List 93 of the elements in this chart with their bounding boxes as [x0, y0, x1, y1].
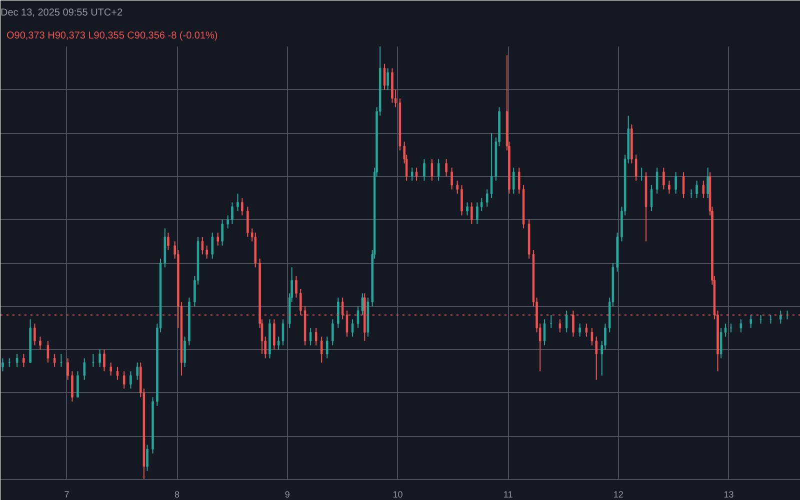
candlestick	[383, 63, 386, 90]
candlestick	[34, 323, 36, 346]
candlestick	[66, 358, 69, 380]
candlestick	[314, 327, 318, 346]
candlestick	[71, 370, 74, 402]
candlestick	[361, 292, 364, 316]
candlestick	[740, 318, 742, 333]
candlestick	[702, 180, 705, 199]
candlestick	[83, 358, 86, 380]
candlestick	[720, 327, 722, 359]
text: O90,373 H90,373 L90,355 C90,356 -8 (-0.01%)	[6, 30, 218, 42]
candlestick	[486, 188, 488, 208]
candlestick	[277, 336, 280, 350]
candlestick	[415, 167, 418, 182]
candlestick	[470, 202, 473, 225]
candlestick	[332, 318, 334, 346]
candlestick	[518, 167, 520, 194]
candlestick	[430, 158, 434, 182]
candlestick	[543, 318, 546, 346]
candlestick	[309, 327, 312, 346]
candlestick	[565, 310, 568, 333]
candlestick	[2, 358, 4, 372]
candlestick	[246, 206, 249, 238]
candlestick	[476, 202, 478, 225]
candlestick	[437, 158, 440, 182]
candlestick	[236, 193, 239, 212]
x-tick-label: 10	[392, 490, 403, 500]
candlestick	[585, 323, 588, 338]
candlestick	[480, 198, 483, 212]
candlestick	[226, 214, 229, 229]
candlestick	[206, 245, 208, 260]
chart-title: Dec 13, 2025 09:55 UTC+2	[0, 8, 123, 18]
candlestick	[724, 323, 727, 338]
candlestick	[337, 297, 340, 328]
candlestick	[110, 362, 112, 376]
candlestick	[423, 158, 426, 182]
x-tick-label: 12	[613, 490, 624, 500]
candlestick	[103, 349, 106, 372]
candlestick	[116, 366, 119, 380]
x-tick-label: 9	[284, 490, 290, 500]
candlestick	[730, 323, 732, 333]
candlestick	[273, 318, 276, 350]
candlestick	[656, 167, 658, 194]
candlestick	[22, 353, 25, 368]
candlestick	[146, 444, 148, 472]
candlestick	[130, 370, 132, 390]
candlestick	[241, 198, 244, 216]
candlestick	[98, 349, 101, 368]
candlestick	[634, 154, 638, 182]
x-tick-label: 8	[174, 490, 180, 500]
candlestick	[46, 340, 50, 364]
candlestick	[558, 318, 562, 333]
candlestick	[578, 323, 581, 338]
candlestick	[122, 370, 126, 390]
x-tick-label: 13	[724, 490, 734, 500]
candlestick	[184, 336, 186, 368]
x-tick-label: 11	[503, 490, 513, 500]
candlestick	[456, 180, 458, 194]
candlestick	[295, 275, 298, 298]
candlestick	[76, 370, 79, 398]
candlestick	[386, 68, 389, 90]
candlestick	[211, 232, 214, 260]
candlestick	[595, 336, 598, 380]
candlestick	[167, 232, 170, 251]
candlestick	[326, 336, 328, 359]
candlestick	[410, 167, 414, 182]
candlestick	[750, 314, 752, 328]
candlestick	[696, 180, 698, 199]
candlestick	[39, 336, 42, 350]
candlestick	[445, 158, 448, 177]
candlestick	[668, 180, 670, 194]
candlestick	[53, 353, 56, 368]
candlestick	[466, 202, 468, 216]
candlestick	[590, 327, 594, 346]
candlestick	[216, 232, 220, 246]
candlestick	[221, 219, 224, 246]
candlestick	[16, 353, 18, 368]
candlestick	[231, 202, 234, 225]
candlestick	[780, 310, 782, 324]
candlestick	[662, 167, 665, 190]
candlestick	[706, 167, 709, 199]
candlestick	[282, 318, 284, 346]
candlestick	[201, 236, 204, 255]
candlestick	[682, 172, 685, 199]
candlestick	[490, 132, 493, 199]
candlestick	[460, 184, 463, 216]
x-tick-label: 7	[64, 490, 70, 500]
candlestick	[320, 336, 323, 364]
candlestick	[674, 172, 677, 194]
candlestick	[136, 362, 138, 380]
candlestick	[650, 184, 653, 212]
candlestick	[450, 167, 453, 190]
candlestick	[512, 167, 515, 194]
